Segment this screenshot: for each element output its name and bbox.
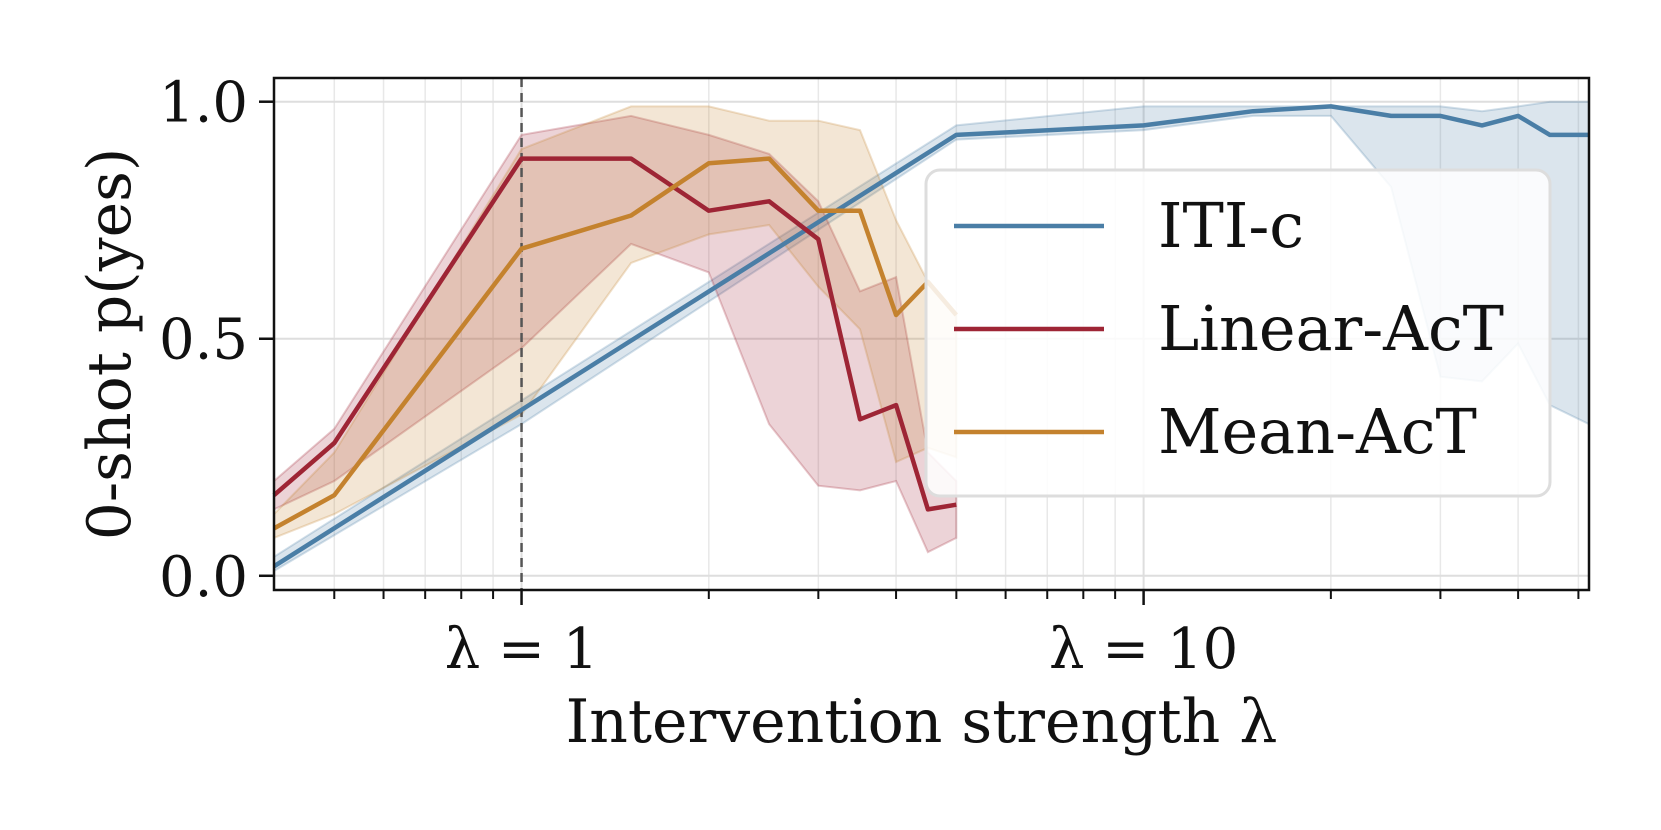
x-tick-labels: λ = 1 λ = 10 <box>445 617 1239 682</box>
legend-box <box>924 168 1552 498</box>
line-mean-act <box>272 156 959 531</box>
plot-frame <box>272 76 1591 592</box>
legend: ITI-c Linear-AcT Mean-AcT <box>924 168 1552 498</box>
y-tick-labels: 0.0 0.5 1.0 <box>159 71 248 610</box>
y-axis-label: 0-shot p(yes) <box>75 148 145 541</box>
y-tick-label: 0.5 <box>159 308 248 373</box>
x-axis-label: Intervention strength λ <box>566 687 1278 757</box>
line-iti-c <box>272 104 1589 569</box>
series-lines <box>272 104 1589 569</box>
legend-label: Linear-AcT <box>1158 292 1504 365</box>
line-linear-act <box>272 156 957 512</box>
x-tick-label: λ = 1 <box>445 617 599 682</box>
y-tick-label: 1.0 <box>159 71 248 136</box>
band-linear-act <box>273 114 958 554</box>
y-tick-label: 0.0 <box>159 545 248 610</box>
legend-label: ITI-c <box>1158 189 1304 262</box>
x-tick-label: λ = 10 <box>1049 617 1238 682</box>
legend-label: Mean-AcT <box>1158 395 1477 468</box>
axis-ticks <box>259 100 1580 605</box>
